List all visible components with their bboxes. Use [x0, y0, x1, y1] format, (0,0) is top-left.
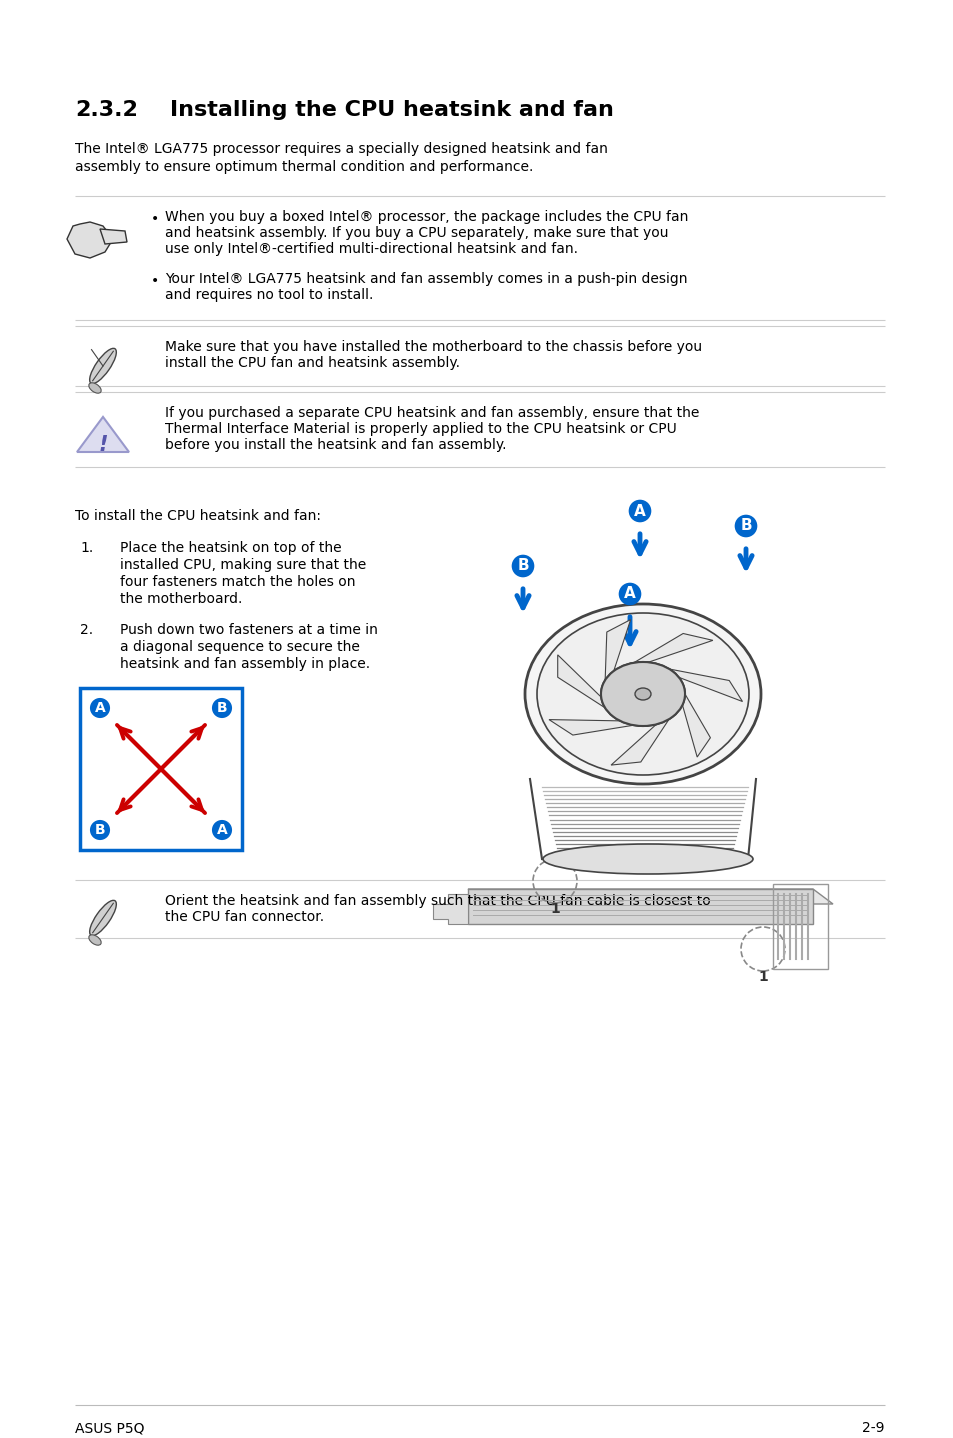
Text: A: A	[634, 503, 645, 519]
Text: B: B	[94, 823, 105, 837]
Text: 2.3.2: 2.3.2	[75, 101, 138, 119]
Polygon shape	[468, 889, 832, 905]
Text: !: !	[98, 436, 108, 454]
Ellipse shape	[600, 661, 684, 726]
Ellipse shape	[90, 900, 116, 936]
Ellipse shape	[542, 844, 752, 874]
Ellipse shape	[90, 348, 116, 384]
Text: use only Intel®-certified multi-directional heatsink and fan.: use only Intel®-certified multi-directio…	[165, 242, 578, 256]
Text: Your Intel® LGA775 heatsink and fan assembly comes in a push-pin design: Your Intel® LGA775 heatsink and fan asse…	[165, 272, 687, 286]
Text: and requires no tool to install.: and requires no tool to install.	[165, 288, 373, 302]
Text: 2-9: 2-9	[862, 1421, 884, 1435]
Text: the motherboard.: the motherboard.	[120, 592, 242, 605]
Text: the CPU fan connector.: the CPU fan connector.	[165, 910, 324, 925]
Ellipse shape	[600, 661, 684, 726]
Polygon shape	[77, 417, 129, 452]
Ellipse shape	[89, 935, 101, 945]
Text: •: •	[151, 275, 159, 288]
Polygon shape	[611, 719, 668, 765]
Polygon shape	[681, 695, 710, 756]
Text: A: A	[94, 700, 105, 715]
Text: install the CPU fan and heatsink assembly.: install the CPU fan and heatsink assembl…	[165, 357, 459, 370]
Polygon shape	[604, 620, 630, 680]
Text: Make sure that you have installed the motherboard to the chassis before you: Make sure that you have installed the mo…	[165, 339, 701, 354]
Text: installed CPU, making sure that the: installed CPU, making sure that the	[120, 558, 366, 572]
Text: Thermal Interface Material is properly applied to the CPU heatsink or CPU: Thermal Interface Material is properly a…	[165, 421, 676, 436]
Text: before you install the heatsink and fan assembly.: before you install the heatsink and fan …	[165, 439, 506, 452]
Ellipse shape	[89, 383, 101, 393]
Polygon shape	[633, 634, 712, 663]
Text: •: •	[151, 211, 159, 226]
Text: Orient the heatsink and fan assembly such that the CPU fan cable is closest to: Orient the heatsink and fan assembly suc…	[165, 894, 710, 907]
Polygon shape	[433, 894, 468, 925]
Text: 2.: 2.	[80, 623, 93, 637]
Ellipse shape	[635, 687, 650, 700]
Text: Place the heatsink on top of the: Place the heatsink on top of the	[120, 541, 341, 555]
Polygon shape	[668, 669, 741, 702]
Text: ASUS P5Q: ASUS P5Q	[75, 1421, 144, 1435]
Text: 1: 1	[758, 971, 767, 984]
Polygon shape	[558, 654, 604, 707]
Polygon shape	[548, 719, 633, 735]
Text: If you purchased a separate CPU heatsink and fan assembly, ensure that the: If you purchased a separate CPU heatsink…	[165, 406, 699, 420]
Text: four fasteners match the holes on: four fasteners match the holes on	[120, 575, 355, 590]
Bar	[80, 687, 242, 850]
Text: assembly to ensure optimum thermal condition and performance.: assembly to ensure optimum thermal condi…	[75, 160, 533, 174]
Text: 1.: 1.	[80, 541, 93, 555]
Ellipse shape	[537, 613, 748, 775]
Text: 1: 1	[550, 902, 559, 916]
Polygon shape	[67, 221, 112, 257]
Ellipse shape	[524, 604, 760, 784]
Text: The Intel® LGA775 processor requires a specially designed heatsink and fan: The Intel® LGA775 processor requires a s…	[75, 142, 607, 155]
Text: B: B	[740, 519, 751, 533]
Text: Installing the CPU heatsink and fan: Installing the CPU heatsink and fan	[170, 101, 613, 119]
Text: A: A	[216, 823, 227, 837]
Polygon shape	[100, 229, 127, 244]
Polygon shape	[468, 889, 812, 925]
Text: and heatsink assembly. If you buy a CPU separately, make sure that you: and heatsink assembly. If you buy a CPU …	[165, 226, 668, 240]
Text: When you buy a boxed Intel® processor, the package includes the CPU fan: When you buy a boxed Intel® processor, t…	[165, 210, 688, 224]
Text: a diagonal sequence to secure the: a diagonal sequence to secure the	[120, 640, 359, 654]
Text: Push down two fasteners at a time in: Push down two fasteners at a time in	[120, 623, 377, 637]
Text: heatsink and fan assembly in place.: heatsink and fan assembly in place.	[120, 657, 370, 672]
Text: B: B	[517, 558, 528, 574]
Text: To install the CPU heatsink and fan:: To install the CPU heatsink and fan:	[75, 509, 320, 523]
Text: A: A	[623, 587, 636, 601]
Text: B: B	[216, 700, 227, 715]
